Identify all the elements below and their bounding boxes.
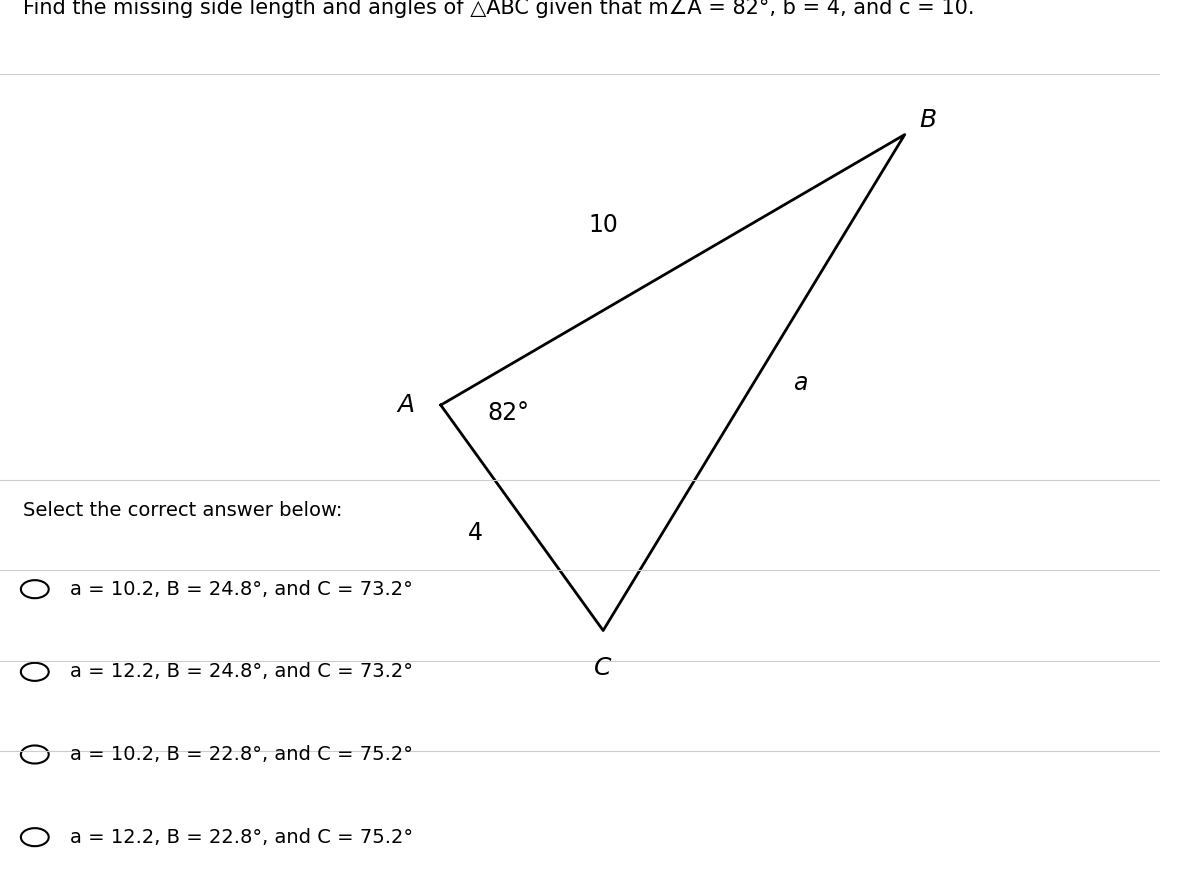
Text: a: a bbox=[793, 370, 808, 394]
Text: a = 10.2, B = 22.8°, and C = 75.2°: a = 10.2, B = 22.8°, and C = 75.2° bbox=[70, 745, 413, 764]
Text: A: A bbox=[397, 393, 414, 417]
Text: Find the missing side length and angles of △ABC given that m∠A = 82°, b = 4, and: Find the missing side length and angles … bbox=[23, 0, 974, 18]
Text: 82°: 82° bbox=[487, 400, 529, 424]
Text: a = 12.2, B = 24.8°, and C = 73.2°: a = 12.2, B = 24.8°, and C = 73.2° bbox=[70, 663, 413, 681]
Text: a = 12.2, B = 22.8°, and C = 75.2°: a = 12.2, B = 22.8°, and C = 75.2° bbox=[70, 828, 413, 847]
Text: B: B bbox=[919, 107, 936, 131]
Text: a = 10.2, B = 24.8°, and C = 73.2°: a = 10.2, B = 24.8°, and C = 73.2° bbox=[70, 579, 413, 599]
Text: Select the correct answer below:: Select the correct answer below: bbox=[23, 501, 342, 520]
Text: 4: 4 bbox=[468, 521, 484, 545]
Text: 10: 10 bbox=[588, 213, 618, 237]
Text: C: C bbox=[594, 657, 612, 680]
